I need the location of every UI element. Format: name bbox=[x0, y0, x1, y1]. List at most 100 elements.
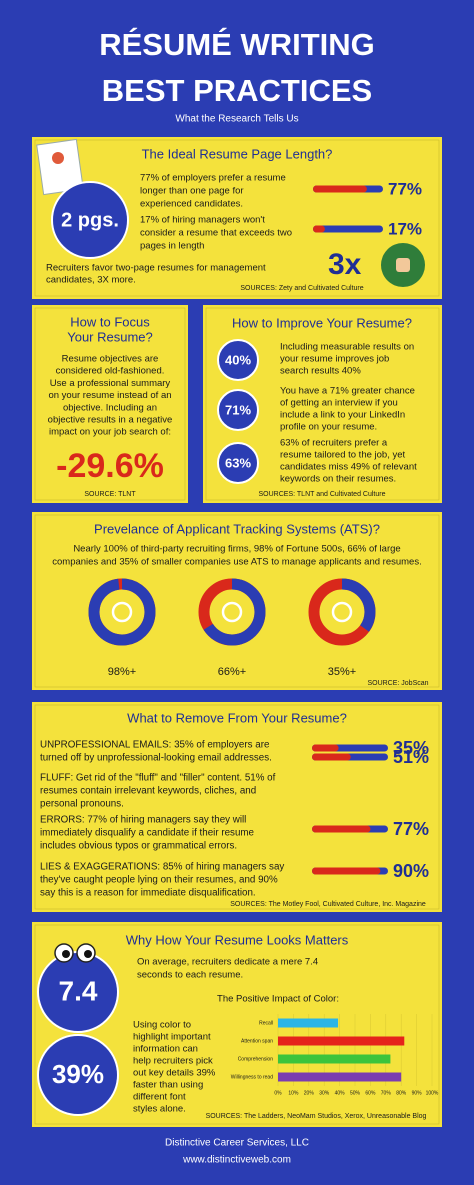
body-text: say this is a reason for immediate disqu… bbox=[40, 888, 256, 899]
x-tick-label: 70% bbox=[381, 1090, 392, 1096]
ring-value bbox=[308, 578, 376, 646]
bar bbox=[278, 1054, 391, 1064]
badge-text: 63% bbox=[225, 455, 251, 470]
body-text: You have a 71% greater chance bbox=[280, 386, 415, 397]
stat-text: pages in length bbox=[140, 241, 204, 252]
progress-track bbox=[313, 225, 383, 233]
x-tick-label: 40% bbox=[335, 1090, 346, 1096]
body-text: immediately disqualify a candidate if th… bbox=[40, 828, 255, 839]
ring-label: 66%+ bbox=[218, 666, 246, 678]
source: SOURCES: The Motley Fool, Cultivated Cul… bbox=[230, 901, 426, 908]
body-text: ERRORS: 77% of hiring managers say they … bbox=[40, 815, 246, 826]
source: SOURCE: TLNT bbox=[84, 491, 136, 498]
body-text: FLUFF: Get rid of the "fluff" and "fille… bbox=[40, 773, 276, 784]
note-text: candidates, 3X more. bbox=[46, 275, 136, 286]
stat-label: 35% bbox=[393, 738, 429, 758]
stat-label: 77% bbox=[393, 819, 429, 839]
body-text: different font bbox=[133, 1092, 186, 1103]
source: SOURCES: TLNT and Cultivated Culture bbox=[259, 491, 386, 498]
ring-label: 98%+ bbox=[108, 666, 136, 678]
body-text: your resume improves job bbox=[280, 354, 389, 365]
section-title: Prevelance of Applicant Tracking Systems… bbox=[94, 521, 380, 536]
bar bbox=[278, 1036, 405, 1046]
body-text: UNPROFESSIONAL EMAILS: 35% of employers … bbox=[40, 740, 270, 751]
page-title: BEST PRACTICES bbox=[102, 73, 372, 108]
stat-text: consider a resume that exceeds two bbox=[140, 228, 292, 239]
progress-bar bbox=[313, 225, 325, 233]
stat-label: 51% bbox=[393, 747, 429, 767]
x-tick-label: 60% bbox=[365, 1090, 376, 1096]
ring-icon bbox=[111, 601, 133, 623]
panel bbox=[32, 305, 188, 503]
badge-circle bbox=[51, 181, 129, 259]
y-tick-label: Attention span bbox=[241, 1038, 273, 1044]
badge-text: 7.4 bbox=[59, 975, 98, 1006]
section-title: Why How Your Resume Looks Matters bbox=[126, 932, 349, 947]
resume-photo bbox=[52, 152, 64, 164]
body-text: On average, recruiters dedicate a mere 7… bbox=[137, 957, 318, 968]
panel-border bbox=[205, 307, 440, 501]
ring-value bbox=[88, 578, 156, 646]
x-tick-label: 90% bbox=[412, 1090, 423, 1096]
panel-border bbox=[34, 139, 440, 297]
note-text: Recruiters favor two-page resumes for ma… bbox=[46, 263, 266, 274]
panel bbox=[32, 702, 442, 912]
pupil bbox=[84, 950, 92, 958]
body-text: resumes contain irrelevant keywords, cli… bbox=[40, 786, 256, 797]
x-tick-label: 30% bbox=[319, 1090, 330, 1096]
section-title: Your Resume? bbox=[67, 329, 153, 344]
panel-border bbox=[34, 307, 186, 501]
body-text: Including measurable results on bbox=[280, 342, 414, 353]
body-text: Nearly 100% of third-party recruiting fi… bbox=[73, 544, 400, 555]
ring-label: 35%+ bbox=[328, 666, 356, 678]
badge-text: 39% bbox=[52, 1059, 104, 1089]
section-title: How to Improve Your Resume? bbox=[232, 315, 412, 330]
stat-text: longer than one page for bbox=[140, 186, 244, 197]
bar bbox=[278, 1018, 339, 1028]
stat-label: 90% bbox=[393, 861, 429, 881]
body-text: faster than using bbox=[133, 1080, 203, 1091]
source: SOURCE: JobScan bbox=[367, 680, 428, 687]
body-text: Use a professional summary bbox=[50, 378, 171, 389]
body-text: objective. Including an bbox=[63, 402, 157, 413]
progress-bar bbox=[312, 825, 371, 833]
stat-text: 17% of hiring managers won't bbox=[140, 215, 265, 226]
page-subtitle: What the Research Tells Us bbox=[175, 114, 298, 125]
badge-text: 40% bbox=[225, 352, 251, 367]
body-text: highlight important bbox=[133, 1032, 211, 1043]
badge-circle bbox=[217, 442, 259, 484]
badge-circle bbox=[217, 339, 259, 381]
x-tick-label: 10% bbox=[288, 1090, 299, 1096]
body-text: keywords on their resumes. bbox=[280, 474, 396, 485]
badge-circle bbox=[217, 389, 259, 431]
body-text: out key details 39% bbox=[133, 1068, 216, 1079]
body-text: profile on your resume. bbox=[280, 422, 377, 433]
thumb bbox=[396, 258, 410, 272]
body-text: considered old-fashioned. bbox=[56, 366, 165, 377]
impact-value: -29.6% bbox=[56, 447, 164, 485]
x-tick-label: 50% bbox=[350, 1090, 361, 1096]
body-text: Using color to bbox=[133, 1020, 191, 1031]
footer-company: Distinctive Career Services, LLC bbox=[165, 1138, 309, 1149]
source: SOURCES: Zety and Cultivated Culture bbox=[240, 285, 363, 292]
body-text: information can bbox=[133, 1044, 198, 1055]
x-tick-label: 0% bbox=[274, 1090, 282, 1096]
source: SOURCES: The Ladders, NeoMam Studios, Xe… bbox=[206, 1113, 427, 1120]
multiplier: 3x bbox=[328, 248, 362, 281]
body-text: they've caught people lying on their res… bbox=[40, 875, 278, 886]
stat-text: 77% of employers prefer a resume bbox=[140, 173, 286, 184]
x-tick-label: 80% bbox=[396, 1090, 407, 1096]
x-tick-label: 20% bbox=[304, 1090, 315, 1096]
body-text: candidates miss 49% of relevant bbox=[280, 462, 417, 473]
y-tick-label: Willingness to read bbox=[231, 1074, 273, 1080]
chart-title: The Positive Impact of Color: bbox=[217, 994, 339, 1005]
body-text: personal pronouns. bbox=[40, 799, 124, 810]
body-text: 63% of recruiters prefer a bbox=[280, 438, 388, 449]
body-text: resume tailored to the job, yet bbox=[280, 450, 406, 461]
ring-icon bbox=[221, 601, 243, 623]
body-text: help recruiters pick bbox=[133, 1056, 213, 1067]
x-tick-label: 100% bbox=[426, 1090, 439, 1096]
body-text: impact on your job search of: bbox=[49, 427, 171, 438]
stat-label: 77% bbox=[388, 179, 422, 198]
